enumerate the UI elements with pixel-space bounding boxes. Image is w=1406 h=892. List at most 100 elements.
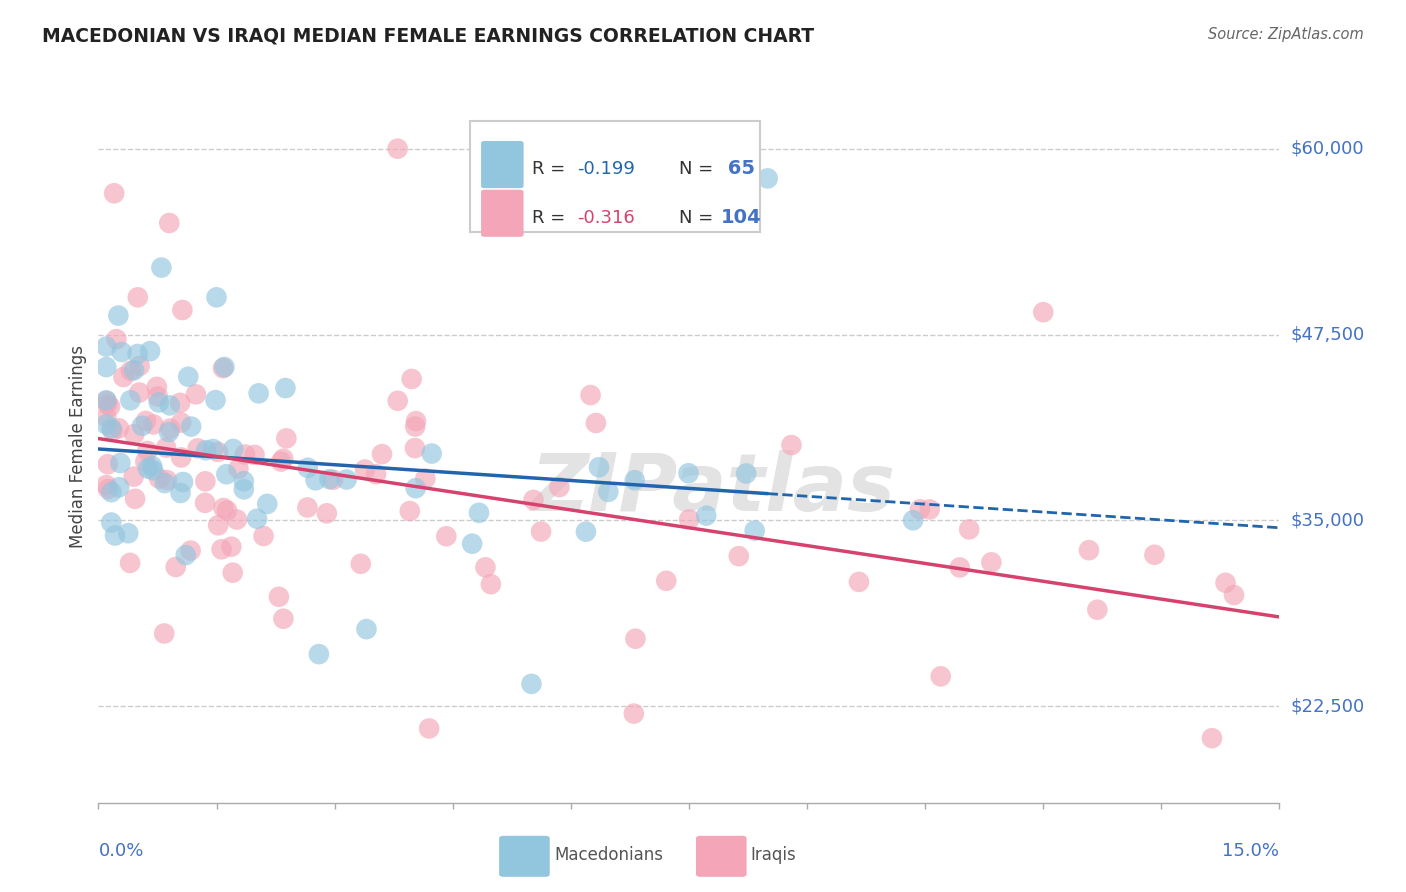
Point (156, 473, 179, 487)
Point (318, 472, 340, 486)
Point (247, 386, 270, 401)
Point (97, 482, 120, 496)
Point (100, 516, 122, 530)
Point (180, 543, 202, 558)
Point (980, 555, 1002, 569)
Text: N =: N = (679, 209, 720, 227)
Point (120, 393, 142, 408)
Point (401, 372, 423, 386)
Point (142, 417, 165, 432)
Point (252, 529, 274, 543)
Point (103, 186, 125, 201)
Point (184, 387, 207, 401)
Point (146, 380, 169, 394)
Point (214, 359, 236, 374)
Point (96, 397, 118, 411)
Point (194, 475, 217, 489)
Y-axis label: Median Female Earnings: Median Female Earnings (69, 344, 87, 548)
Point (271, 451, 294, 466)
Point (110, 456, 132, 470)
Text: $22,500: $22,500 (1291, 698, 1365, 715)
Point (153, 476, 176, 491)
Point (398, 504, 420, 518)
Point (418, 722, 440, 736)
Point (217, 503, 239, 517)
Point (195, 443, 218, 458)
Point (134, 455, 156, 469)
Point (404, 419, 426, 434)
Point (225, 512, 247, 526)
FancyBboxPatch shape (481, 190, 523, 236)
Point (96, 409, 118, 424)
Point (194, 496, 217, 510)
Point (273, 612, 295, 626)
Point (207, 518, 229, 533)
Point (222, 442, 245, 456)
Point (624, 632, 647, 646)
Point (205, 290, 228, 304)
Point (96, 478, 118, 492)
Point (127, 290, 149, 304)
Point (104, 528, 127, 542)
FancyBboxPatch shape (481, 141, 523, 188)
Point (350, 557, 373, 571)
Text: 65: 65 (721, 160, 755, 178)
Text: $35,000: $35,000 (1291, 511, 1365, 529)
Point (96, 360, 118, 375)
Point (221, 540, 243, 554)
Text: 0.0%: 0.0% (98, 842, 143, 860)
Point (405, 414, 427, 428)
Point (139, 344, 162, 359)
Text: -0.199: -0.199 (576, 160, 634, 178)
Point (387, 393, 409, 408)
Point (957, 522, 980, 536)
Point (678, 467, 700, 481)
Point (297, 500, 319, 515)
Point (256, 497, 278, 511)
Point (1078, 543, 1101, 558)
Point (588, 460, 610, 475)
Point (695, 508, 717, 523)
Point (420, 446, 443, 460)
Point (579, 388, 602, 402)
Point (276, 431, 298, 445)
Point (141, 458, 163, 473)
Point (111, 345, 134, 359)
Point (215, 467, 238, 482)
Point (101, 424, 124, 438)
Point (233, 448, 256, 462)
Point (120, 556, 142, 570)
Point (336, 473, 359, 487)
Point (735, 467, 758, 481)
Point (148, 471, 170, 485)
Point (157, 216, 180, 230)
Point (211, 542, 233, 557)
Point (165, 560, 187, 574)
Point (356, 622, 378, 636)
Point (1032, 305, 1054, 319)
Text: MACEDONIAN VS IRAQI MEDIAN FEMALE EARNINGS CORRELATION CHART: MACEDONIAN VS IRAQI MEDIAN FEMALE EARNIN… (42, 27, 814, 45)
Point (243, 448, 266, 462)
Text: N =: N = (679, 160, 720, 178)
Point (274, 381, 297, 395)
Point (1085, 603, 1108, 617)
Point (246, 512, 269, 526)
Text: Source: ZipAtlas.com: Source: ZipAtlas.com (1208, 27, 1364, 42)
Point (1215, 575, 1237, 590)
Point (112, 370, 135, 384)
Point (128, 385, 150, 400)
FancyBboxPatch shape (471, 121, 759, 232)
Point (232, 474, 254, 488)
Point (180, 419, 202, 434)
Point (108, 421, 131, 435)
Point (212, 501, 235, 516)
Point (124, 491, 146, 506)
Point (120, 364, 142, 378)
Point (548, 480, 571, 494)
Point (434, 529, 457, 543)
Point (122, 363, 145, 377)
Point (100, 421, 122, 435)
Point (131, 418, 153, 433)
Point (929, 669, 952, 683)
Point (530, 524, 553, 539)
